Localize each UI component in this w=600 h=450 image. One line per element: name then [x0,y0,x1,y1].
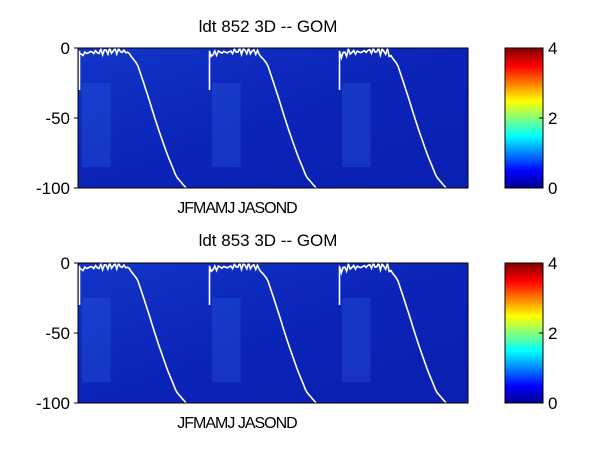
chart-panel-1: ldt 852 3D -- GOM 0 -50 -100 JFMAMJ JASO… [36,17,558,217]
chart-panel-2: ldt 853 3D -- GOM 0 -50 -100 JFMAMJ JASO… [36,231,558,432]
colorbar-tick-label: 4 [548,39,557,58]
colorbar-tick-label: 0 [548,394,557,413]
colorbar-tick-label: 0 [548,179,557,198]
warm-patch [82,83,111,167]
y-tick-label: -50 [45,109,70,128]
y-tick-label: -100 [36,179,70,198]
warm-patch [342,298,371,382]
heatmap-field [78,48,468,188]
cycle-shading [82,83,371,167]
warm-patch [82,298,111,382]
colorbar [504,262,544,404]
heatmap-field [78,263,468,403]
colorbar-tick-label: 2 [548,109,557,128]
chart-title: ldt 852 3D -- GOM [199,17,338,36]
x-tick-label: JFMAMJ JASOND [177,200,297,217]
colorbar-tick-label: 4 [548,254,557,273]
x-tick-label: JFMAMJ JASOND [177,415,297,432]
warm-patch [342,83,371,167]
colorbar-tick-label: 2 [548,324,557,343]
warm-patch [212,83,241,167]
mixed-layer-depth-line [78,45,447,189]
y-tick-label: -100 [36,394,70,413]
y-tick-label: -50 [45,324,70,343]
y-tick-label: 0 [61,254,70,273]
colorbar [504,47,544,189]
chart-title: ldt 853 3D -- GOM [199,231,338,250]
cycle-shading [82,298,371,382]
warm-patch [212,298,241,382]
mixed-layer-depth-line [78,260,447,404]
y-tick-label: 0 [61,39,70,58]
